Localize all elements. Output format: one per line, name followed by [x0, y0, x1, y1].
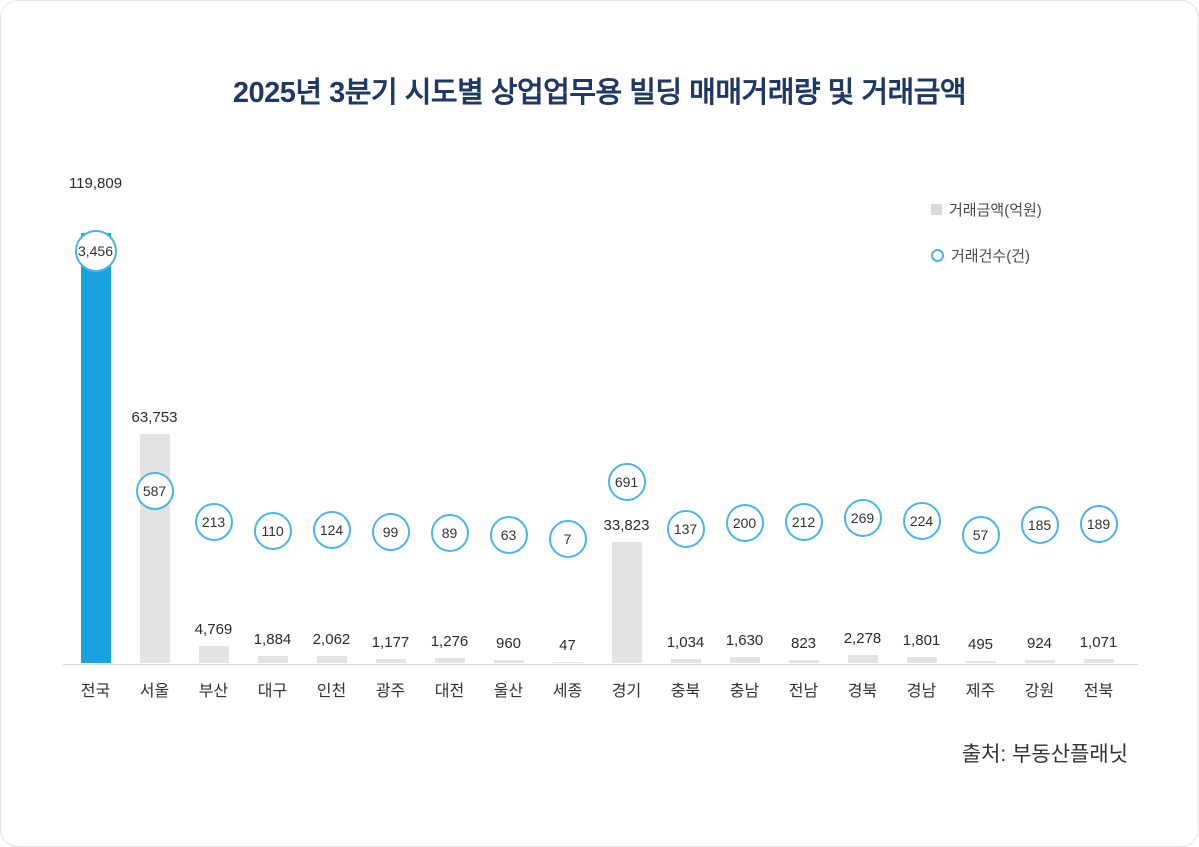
- x-axis-label: 부산: [198, 683, 229, 700]
- bar: [139, 434, 170, 663]
- x-axis-label: 전북: [1083, 683, 1114, 700]
- square-marker-icon: [931, 203, 942, 215]
- bar: [906, 657, 937, 663]
- bar: [316, 656, 347, 663]
- bar-value-label: 1,884: [253, 631, 292, 648]
- count-marker: 200: [725, 504, 764, 542]
- x-axis-label: 대구: [257, 683, 288, 700]
- bar: [670, 659, 701, 663]
- source-credit: 출처: 부동산플래닛: [961, 743, 1128, 766]
- chart-legend: 거래금액(억원) 거래건수(건): [931, 199, 1042, 291]
- x-axis-label: 울산: [493, 683, 524, 700]
- bar: [552, 662, 583, 663]
- bar-value-label: 1,276: [430, 633, 469, 650]
- x-axis-line: [63, 664, 1138, 665]
- x-axis-label: 강원: [1024, 683, 1055, 700]
- x-axis-label: 충북: [670, 683, 701, 700]
- legend-amount-label: 거래금액(억원): [949, 201, 1042, 219]
- bar-value-label: 2,062: [312, 631, 351, 648]
- bar: [1024, 660, 1055, 663]
- x-axis-label: 경북: [847, 683, 878, 700]
- bar: [1083, 659, 1114, 663]
- legend-count-label: 거래건수(건): [951, 247, 1030, 265]
- x-axis-label: 세종: [552, 683, 583, 700]
- bar: [257, 656, 288, 663]
- count-marker: 57: [961, 516, 1000, 554]
- bar: [493, 660, 524, 663]
- chart-title: 2025년 3분기 시도별 상업업무용 빌딩 매매거래량 및 거래금액: [232, 77, 967, 109]
- bar-value-label: 1,071: [1079, 634, 1118, 651]
- count-marker: 99: [371, 513, 410, 551]
- bar-value-label: 1,801: [902, 632, 941, 649]
- count-marker: 185: [1020, 506, 1059, 544]
- count-marker: 137: [666, 510, 705, 548]
- count-marker: 89: [430, 514, 469, 552]
- bar-value-label: 4,769: [194, 621, 233, 638]
- bar-value-label: 33,823: [603, 517, 650, 534]
- legend-item-count: 거래건수(건): [931, 245, 1042, 265]
- x-axis-label: 충남: [729, 683, 760, 700]
- count-marker: 124: [312, 511, 351, 549]
- count-marker: 110: [253, 512, 292, 550]
- x-axis-label: 전남: [788, 683, 819, 700]
- count-marker: 224: [902, 502, 941, 540]
- bar: [965, 661, 996, 663]
- bar-value-label: 63,753: [131, 409, 178, 426]
- count-marker: 587: [135, 472, 174, 510]
- bar-value-label: 823: [790, 635, 817, 652]
- bar: [847, 655, 878, 663]
- count-marker: 7: [548, 520, 587, 558]
- count-marker: 63: [489, 516, 528, 554]
- x-axis-label: 서울: [139, 683, 170, 700]
- legend-item-amount: 거래금액(억원): [931, 199, 1042, 219]
- circle-marker-icon: [931, 248, 944, 262]
- count-marker: 189: [1079, 505, 1118, 543]
- x-axis-label: 전국: [80, 683, 111, 700]
- x-axis-label: 경남: [906, 683, 937, 700]
- bar: [434, 658, 465, 663]
- x-axis-label: 광주: [375, 683, 406, 700]
- bar: [198, 646, 229, 663]
- bar: [788, 660, 819, 663]
- x-axis-label: 경기: [611, 683, 642, 700]
- bar-value-label: 924: [1026, 635, 1053, 652]
- bar-value-label: 1,177: [371, 634, 410, 651]
- x-axis-label: 대전: [434, 683, 465, 700]
- bar-value-label: 1,630: [725, 632, 764, 649]
- x-axis-label: 제주: [965, 683, 996, 700]
- bar: [611, 542, 642, 663]
- bar-value-label: 960: [495, 635, 522, 652]
- count-marker: 213: [194, 503, 233, 541]
- bar: [80, 233, 111, 663]
- bar-value-label: 495: [967, 636, 994, 653]
- bar: [729, 657, 760, 663]
- bar-value-label: 47: [559, 637, 576, 654]
- bar-value-label: 119,809: [68, 175, 123, 192]
- bar: [375, 659, 406, 663]
- x-axis-label: 인천: [316, 683, 347, 700]
- count-marker: 691: [607, 463, 646, 501]
- count-marker: 3,456: [74, 230, 117, 272]
- count-marker: 269: [843, 499, 882, 537]
- bar-value-label: 1,034: [666, 634, 705, 651]
- bar-value-label: 2,278: [843, 630, 882, 647]
- count-marker: 212: [784, 503, 823, 541]
